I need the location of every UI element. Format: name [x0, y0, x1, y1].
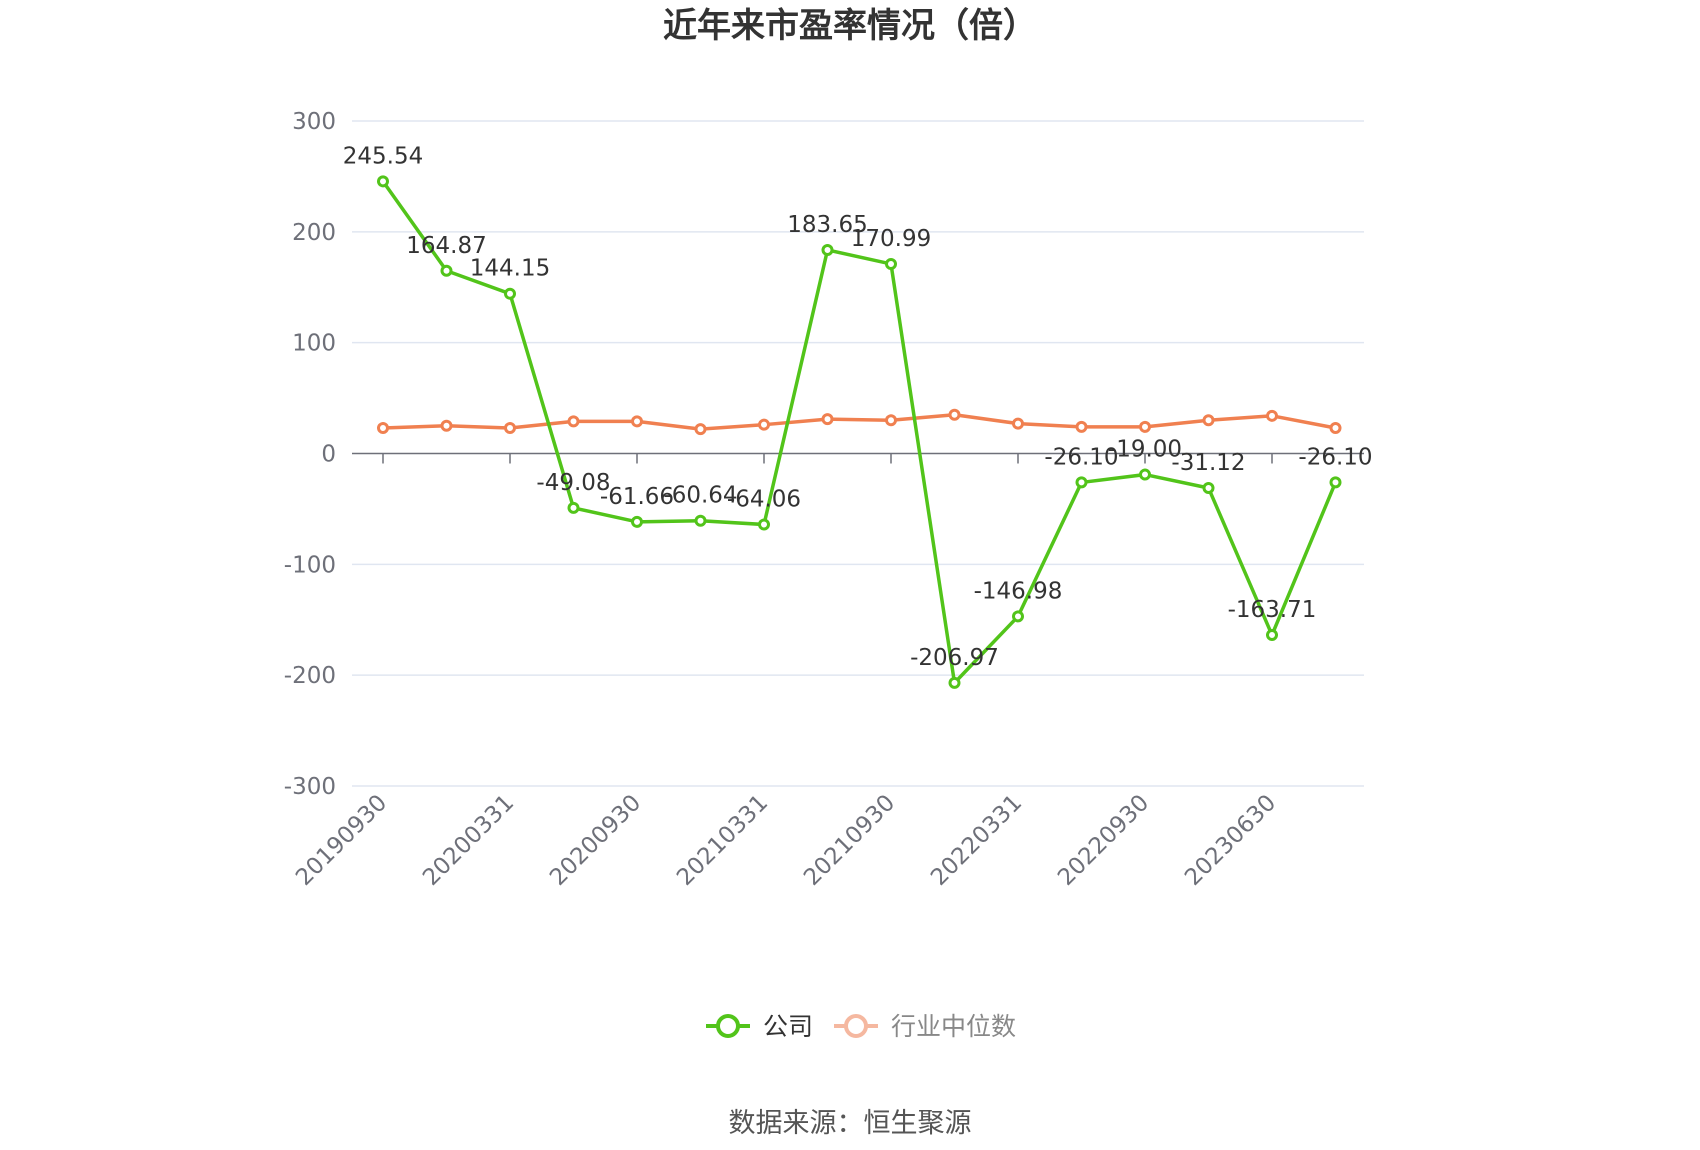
x-tick-label: 20210331: [672, 790, 773, 891]
company-point: [1266, 628, 1278, 641]
company-point: [504, 287, 516, 300]
x-tick-label: 20200930: [545, 790, 646, 891]
company-point: [440, 264, 453, 277]
company-data-label: 144.15: [470, 256, 550, 282]
company-data-label: -26.10: [1298, 444, 1372, 470]
legend-company-marker: [716, 1014, 740, 1038]
y-tick-label: 0: [321, 442, 336, 468]
industry-point: [567, 415, 580, 428]
company-point: [885, 257, 897, 270]
company-data-label: -60.64: [663, 483, 737, 509]
y-tick-label: -100: [284, 552, 336, 578]
company-line: [381, 180, 1338, 685]
company-point: [948, 676, 961, 689]
company-point: [1075, 476, 1088, 489]
company-point: [1012, 610, 1024, 623]
company-point: [1139, 468, 1151, 481]
industry-point: [1202, 414, 1215, 427]
grid-lines: [352, 120, 1364, 787]
company-data-label: -49.08: [536, 470, 610, 496]
legend-industry-label: 行业中位数: [891, 1012, 1016, 1041]
legend-item-industry[interactable]: 行业中位数: [834, 1012, 1016, 1041]
company-data-label: -146.98: [974, 578, 1063, 604]
industry-point: [821, 413, 834, 426]
company-point: [1329, 476, 1342, 489]
company-point: [567, 501, 580, 514]
x-axis: 20190930 20200331 20200930 20210331 20210930…: [291, 452, 1364, 891]
industry-line: [382, 412, 1336, 431]
company-data-label: -31.12: [1171, 450, 1245, 476]
company-data-label: 170.99: [851, 226, 931, 252]
industry-point: [1139, 420, 1151, 433]
y-tick-label: 300: [292, 109, 336, 135]
x-tick-label: 20190930: [291, 790, 392, 891]
legend-company-label: 公司: [763, 1012, 813, 1041]
y-tick-label: -200: [284, 663, 336, 689]
industry-point: [1266, 409, 1278, 422]
legend: 公司 行业中位数: [706, 1012, 1016, 1041]
industry-point: [504, 422, 516, 435]
company-data-label: -19.00: [1108, 437, 1182, 463]
industry-point: [758, 418, 770, 431]
company-data-label: 164.87: [406, 233, 486, 259]
company-data-label: -61.66: [600, 484, 674, 510]
company-point: [821, 243, 834, 256]
legend-industry-marker: [844, 1014, 868, 1038]
x-tick-label: 20220930: [1053, 790, 1154, 891]
x-tick-label: 20220331: [926, 790, 1027, 891]
series-industry-median: [377, 408, 1342, 436]
y-tick-label: -300: [284, 774, 336, 800]
industry-point: [948, 408, 961, 421]
y-tick-label: 200: [292, 220, 336, 246]
industry-point: [1075, 420, 1088, 433]
x-tick-label: 20230630: [1180, 790, 1281, 891]
company-point: [1202, 481, 1215, 494]
company-data-label: 183.65: [787, 212, 867, 238]
company-data-label: -64.06: [727, 486, 801, 512]
company-point: [758, 518, 770, 531]
industry-point: [694, 423, 707, 436]
x-tick-label: 20210930: [799, 790, 900, 891]
y-axis: 300 200 100 0 -100 -200 -300: [284, 109, 336, 800]
company-data-label: -26.10: [1044, 444, 1118, 470]
chart-title: 近年来市盈率情况（倍）: [663, 6, 1037, 46]
industry-point: [1012, 417, 1024, 430]
industry-point: [885, 414, 897, 427]
legend-item-company[interactable]: 公司: [706, 1012, 813, 1041]
x-tick-label: 20200331: [418, 790, 519, 891]
industry-point: [631, 415, 643, 428]
industry-point: [377, 422, 389, 435]
company-data-label: 245.54: [343, 143, 423, 169]
company-point: [377, 175, 389, 188]
company-data-label: -163.71: [1228, 597, 1317, 623]
company-point: [694, 514, 707, 527]
series-company: [377, 175, 1342, 689]
industry-point: [1329, 422, 1342, 435]
data-source: 数据来源：恒生聚源: [729, 1108, 972, 1139]
y-tick-label: 100: [292, 331, 336, 357]
industry-point: [440, 419, 453, 432]
company-data-label: -206.97: [910, 645, 999, 671]
company-point: [631, 515, 643, 528]
